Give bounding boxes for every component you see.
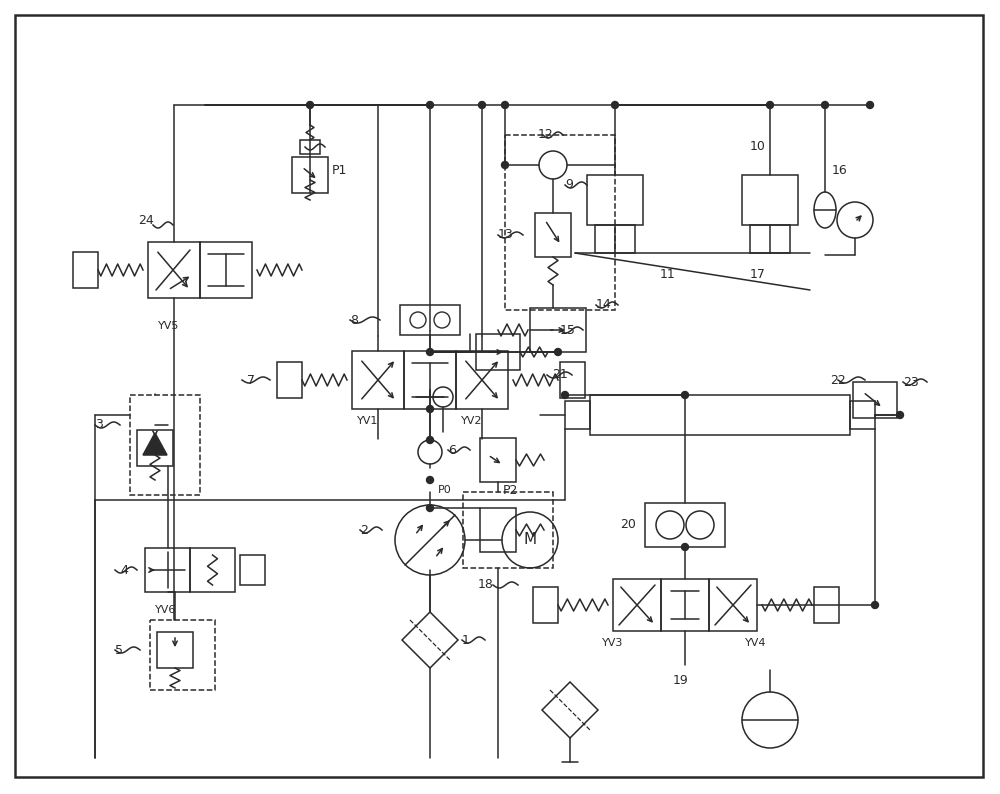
Circle shape — [682, 544, 688, 550]
Bar — [190, 548, 235, 592]
Text: 16: 16 — [832, 164, 848, 176]
Bar — [742, 175, 798, 225]
Circle shape — [502, 161, 509, 168]
Circle shape — [426, 102, 434, 109]
Bar — [130, 395, 200, 495]
Bar — [595, 225, 635, 253]
Text: 17: 17 — [750, 268, 766, 282]
Bar — [137, 430, 173, 466]
Bar — [456, 351, 508, 409]
Text: 7: 7 — [247, 373, 255, 387]
Circle shape — [682, 391, 688, 399]
Circle shape — [479, 102, 486, 109]
Circle shape — [426, 349, 434, 356]
Circle shape — [562, 391, 568, 399]
Bar — [145, 548, 190, 592]
Circle shape — [426, 504, 434, 511]
Text: P1: P1 — [332, 164, 347, 176]
Bar — [292, 157, 328, 193]
Bar — [560, 362, 585, 398]
Bar — [240, 555, 265, 585]
Bar — [480, 508, 516, 552]
Text: M: M — [523, 533, 537, 548]
Text: 23: 23 — [903, 376, 919, 388]
Text: 8: 8 — [350, 314, 358, 326]
Polygon shape — [143, 433, 167, 455]
Bar — [613, 579, 661, 631]
Circle shape — [872, 602, 879, 608]
Bar — [150, 620, 215, 690]
Bar — [533, 587, 558, 623]
Bar — [853, 382, 897, 418]
Bar — [590, 395, 850, 435]
Bar — [850, 401, 875, 429]
Bar — [400, 305, 460, 335]
Bar — [463, 492, 553, 568]
Bar — [404, 351, 456, 409]
Text: YV2: YV2 — [461, 416, 482, 426]
Bar — [505, 135, 615, 310]
Text: 12: 12 — [538, 129, 554, 141]
Bar — [661, 579, 709, 631]
Bar — [300, 140, 320, 154]
Circle shape — [612, 102, 618, 109]
Text: 22: 22 — [830, 373, 846, 387]
Text: 15: 15 — [560, 323, 576, 337]
Circle shape — [767, 102, 774, 109]
Text: 3: 3 — [95, 418, 103, 431]
Bar — [476, 334, 520, 370]
Text: YV4: YV4 — [745, 638, 767, 648]
Bar — [480, 438, 516, 482]
Text: YV3: YV3 — [602, 638, 623, 648]
Circle shape — [866, 102, 874, 109]
Text: 20: 20 — [620, 518, 636, 531]
Text: 10: 10 — [750, 141, 766, 153]
Bar — [73, 252, 98, 288]
Bar — [587, 175, 643, 225]
Bar — [200, 242, 252, 298]
Circle shape — [426, 437, 434, 444]
Bar — [565, 401, 590, 429]
Text: 4: 4 — [120, 564, 128, 576]
Circle shape — [896, 411, 904, 418]
Text: P2: P2 — [503, 484, 518, 496]
Bar — [645, 503, 725, 547]
Text: 5: 5 — [115, 643, 123, 657]
Text: 2: 2 — [360, 523, 368, 537]
Text: 13: 13 — [498, 229, 514, 241]
Bar — [530, 308, 586, 352]
Text: 11: 11 — [660, 268, 676, 282]
Bar — [157, 632, 193, 668]
Text: P0: P0 — [438, 485, 452, 495]
Text: YV5: YV5 — [158, 321, 179, 331]
Text: 21: 21 — [552, 368, 568, 381]
Circle shape — [554, 349, 562, 356]
Text: 1: 1 — [462, 634, 470, 646]
Circle shape — [502, 102, 509, 109]
Text: 18: 18 — [478, 579, 494, 592]
Text: 19: 19 — [673, 673, 689, 687]
Bar — [709, 579, 757, 631]
Text: 14: 14 — [596, 299, 612, 311]
Circle shape — [426, 476, 434, 484]
Bar — [352, 351, 404, 409]
Bar — [277, 362, 302, 398]
Bar — [750, 225, 790, 253]
Text: 6: 6 — [448, 444, 456, 457]
Bar — [148, 242, 200, 298]
Text: 24: 24 — [138, 214, 154, 226]
Circle shape — [822, 102, 828, 109]
Text: 9: 9 — [565, 179, 573, 191]
Text: YV6: YV6 — [155, 605, 176, 615]
Text: YV1: YV1 — [357, 416, 378, 426]
Bar — [814, 587, 839, 623]
Bar — [535, 213, 571, 257]
Circle shape — [426, 406, 434, 413]
Circle shape — [306, 102, 314, 109]
